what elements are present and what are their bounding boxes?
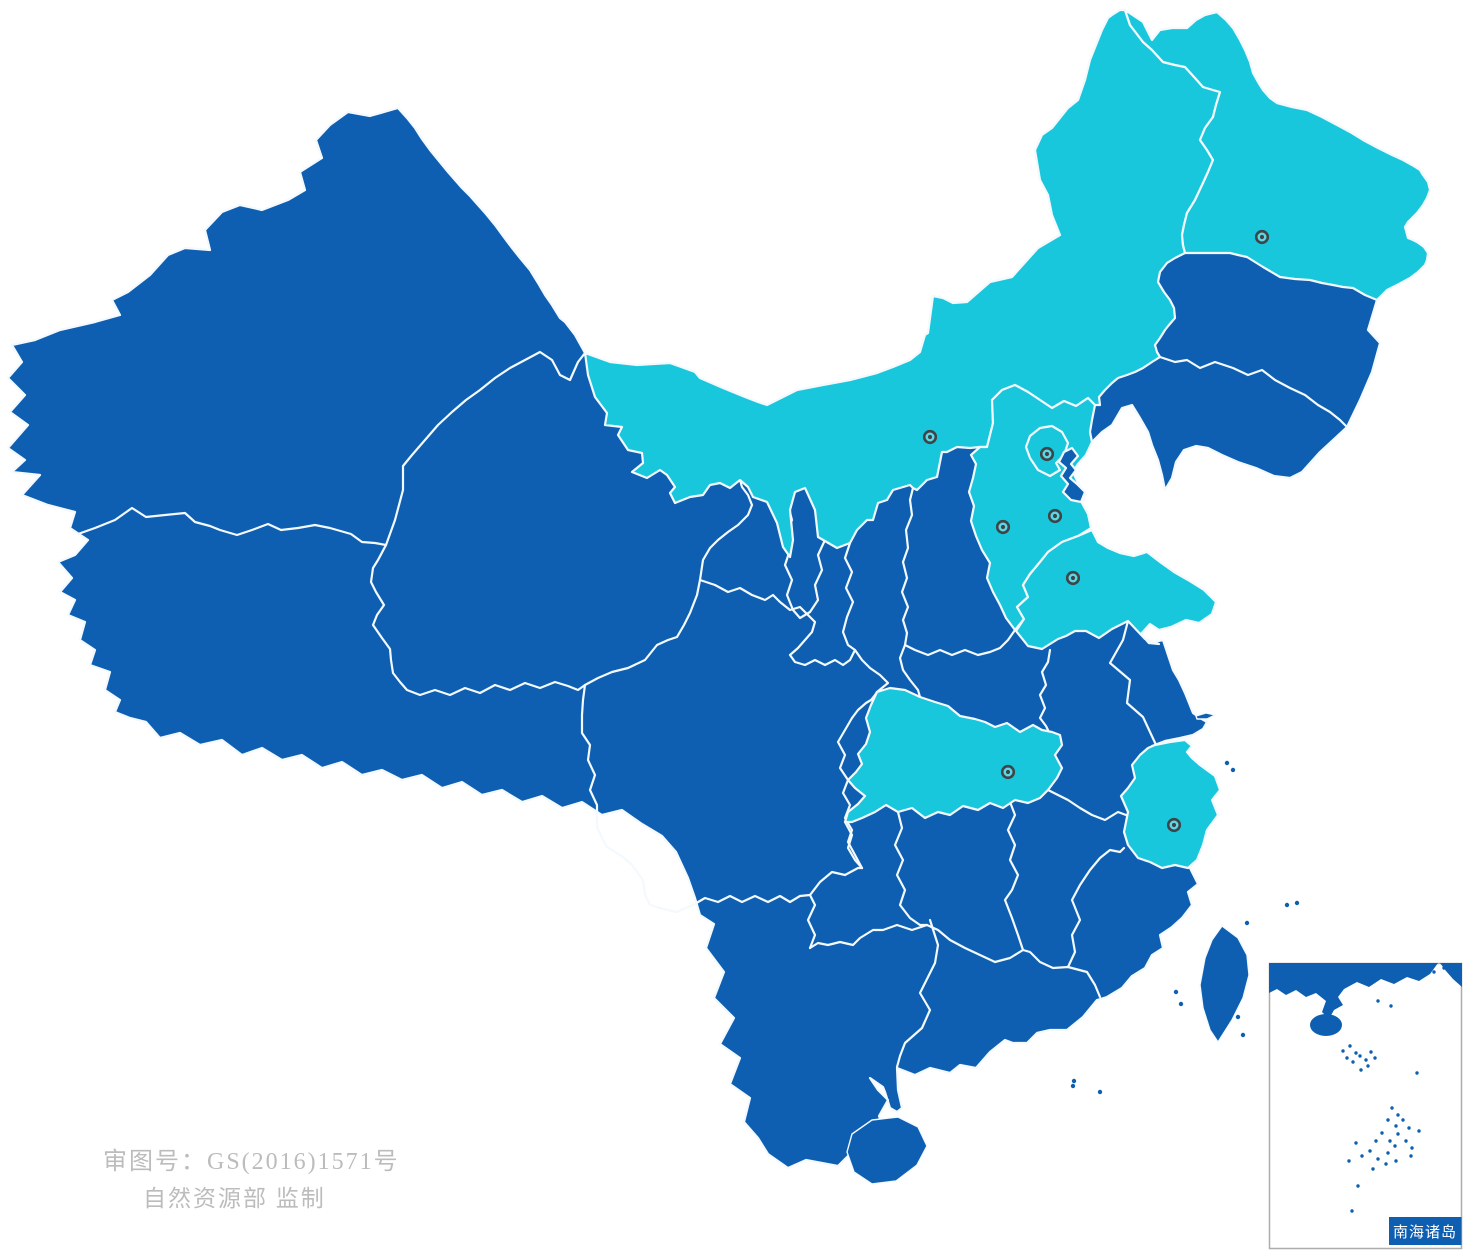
- island-hainan[interactable]: [846, 1116, 928, 1185]
- border-xinjiang-south: [76, 506, 388, 547]
- border-chongqing-west: [836, 716, 864, 870]
- province-heilongjiang[interactable]: [1123, 8, 1432, 302]
- province-tianjin[interactable]: [1057, 446, 1087, 504]
- border-xinjiang-gansu: [384, 350, 587, 547]
- province-zhejiang[interactable]: [1119, 738, 1222, 870]
- island-taiwan[interactable]: [1199, 925, 1250, 1043]
- island-chongming: [1195, 712, 1216, 720]
- border-guangdong-north: [925, 923, 1025, 964]
- border-shanxi-shaanxi-henan: [900, 486, 1017, 657]
- border-qinghai-gansu: [583, 478, 754, 687]
- border-henan-anhui: [1038, 648, 1052, 732]
- border-sichuan-yunnan: [691, 893, 812, 907]
- border-chongqing-guizhou: [808, 866, 864, 897]
- marker-harbin[interactable]: [1254, 229, 1270, 245]
- province-hubei[interactable]: [843, 686, 1064, 824]
- inset-label-box: [1389, 1217, 1462, 1245]
- marker-wuhan[interactable]: [1000, 764, 1016, 780]
- inset-island-dots: [1341, 966, 1446, 1213]
- province-borders: [76, 350, 1349, 1069]
- map-approval-number: 审图号：GS(2016)1571号: [103, 1149, 400, 1175]
- coastal-island-dots: [860, 760, 1300, 1095]
- border-guizhou-guangxi: [808, 923, 929, 950]
- map-publisher: 自然资源部 监制: [143, 1186, 326, 1211]
- border-yunnan-guizhou: [806, 893, 817, 950]
- inset-coast-corner: [1440, 963, 1462, 987]
- inset-frame: [1268, 962, 1463, 1250]
- border-guangxi-guangdong: [895, 918, 940, 1069]
- marker-shijiazhuang[interactable]: [995, 519, 1011, 535]
- province-beijing[interactable]: [1024, 424, 1070, 478]
- border-gansu-sichuan-shaanxi: [698, 541, 857, 667]
- province-shandong[interactable]: [1014, 528, 1218, 651]
- highlighted-provinces: [583, 8, 1432, 870]
- marker-hangzhou[interactable]: [1166, 817, 1182, 833]
- marker-jinan[interactable]: [1065, 570, 1081, 586]
- border-jiangsu-anhui: [1108, 619, 1172, 749]
- inset-coastline: [1269, 963, 1438, 1019]
- border-henan-west: [898, 643, 922, 699]
- border-tibet-qinghai-sichuan: [369, 543, 695, 914]
- city-markers: [922, 229, 1270, 833]
- border-hunan-guizhou: [893, 810, 929, 927]
- inset-hainan-island: [1310, 1014, 1342, 1036]
- border-hubei-hunan-west: [843, 820, 864, 870]
- marker-hohhot[interactable]: [922, 429, 938, 445]
- border-jiangxi-fujian: [1066, 846, 1126, 969]
- marker-beijing[interactable]: [1039, 446, 1055, 462]
- province-inner-mongolia[interactable]: [583, 8, 1222, 559]
- border-hunan-jiangxi: [1003, 800, 1025, 952]
- south-china-sea-inset: 南海诸岛: [1268, 962, 1463, 1250]
- border-anhui-jiangxi: [1046, 788, 1128, 822]
- border-jilin-liaoning: [1158, 355, 1349, 429]
- marker-tianjin[interactable]: [1047, 508, 1063, 524]
- border-shaanxi-south: [853, 648, 890, 694]
- islands: [846, 712, 1300, 1185]
- border-guangdong-fujian: [1021, 948, 1102, 999]
- inset-label: 南海诸岛: [1393, 1224, 1457, 1241]
